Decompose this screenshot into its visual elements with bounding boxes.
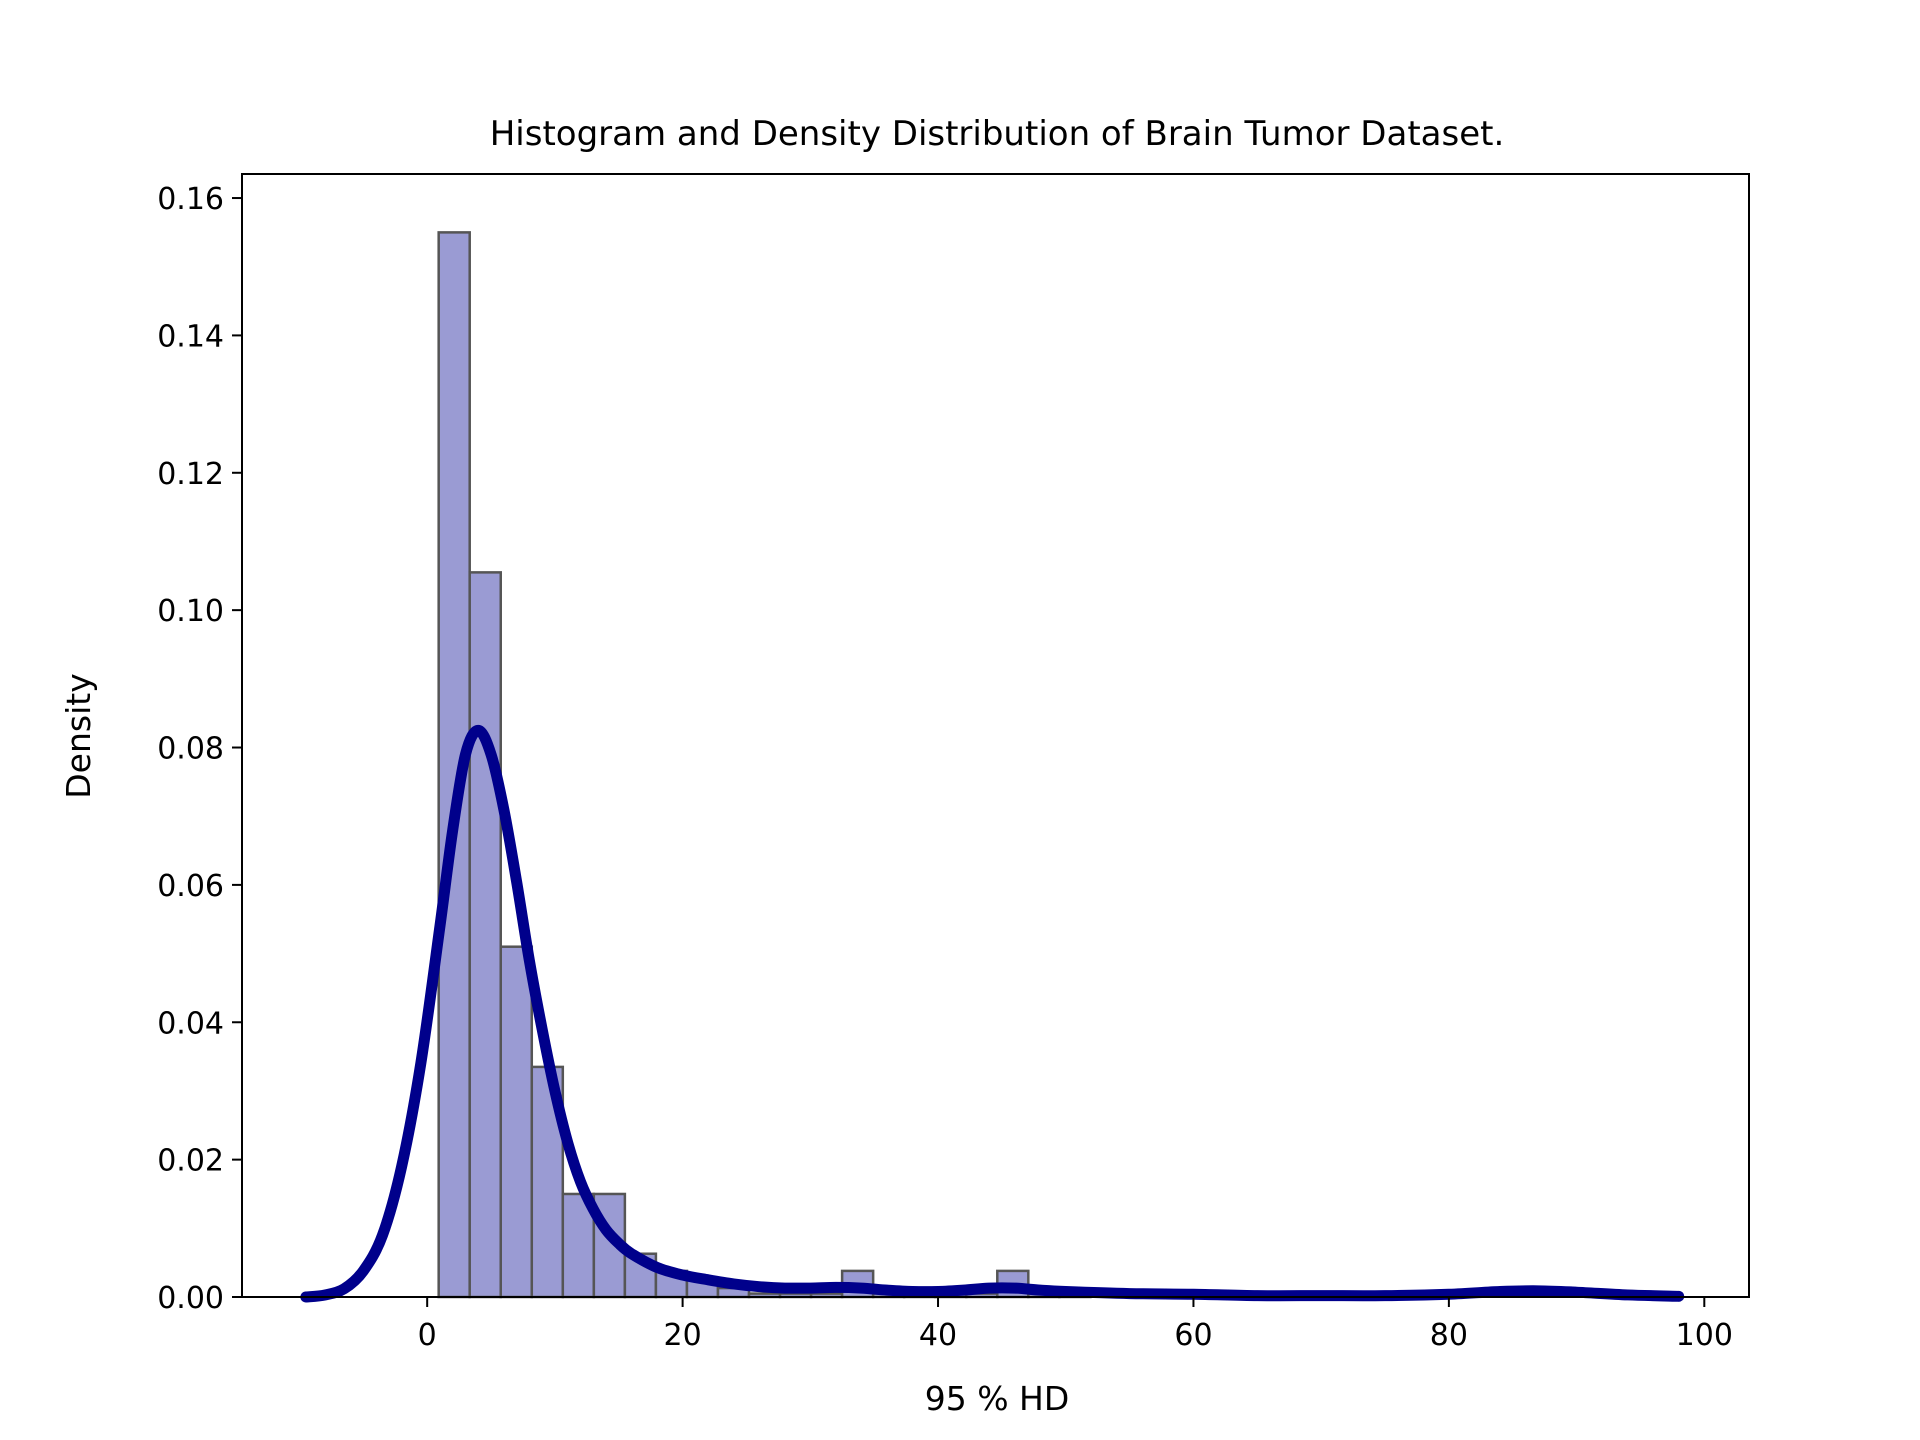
y-tick-label: 0.08 [157, 732, 224, 767]
chart-title: Histogram and Density Distribution of Br… [490, 114, 1505, 154]
y-tick-label: 0.04 [157, 1006, 224, 1041]
y-tick-label: 0.02 [157, 1144, 224, 1179]
x-axis-label: 95 % HD [925, 1379, 1070, 1418]
histogram-bar [468, 571, 502, 1299]
histogram-bar [499, 945, 534, 1299]
x-tick-label: 80 [1430, 1318, 1468, 1353]
x-tick-label: 100 [1676, 1318, 1733, 1353]
x-tick-label: 0 [418, 1318, 437, 1353]
histogram-bars [437, 231, 1092, 1299]
x-tick-label: 20 [664, 1318, 702, 1353]
y-tick-label: 0.10 [157, 594, 224, 629]
x-tick-label: 60 [1174, 1318, 1212, 1353]
y-axis-ticks: 0.00 0.02 0.04 0.06 0.08 0.10 0.12 0.14 0.16 [157, 182, 242, 1316]
y-tick-label: 0.14 [157, 319, 224, 354]
density-curve-line [300, 724, 1685, 1303]
x-tick-label: 40 [919, 1318, 957, 1353]
y-tick-label: 0.06 [157, 869, 224, 904]
y-tick-label: 0.16 [157, 182, 224, 217]
y-tick-label: 0.12 [157, 457, 224, 492]
x-axis-ticks: 0 20 40 60 80 100 [418, 1297, 1733, 1353]
y-axis-label: Density [59, 673, 98, 798]
y-tick-label: 0.00 [157, 1281, 224, 1316]
plot-area-frame [241, 173, 1750, 1298]
